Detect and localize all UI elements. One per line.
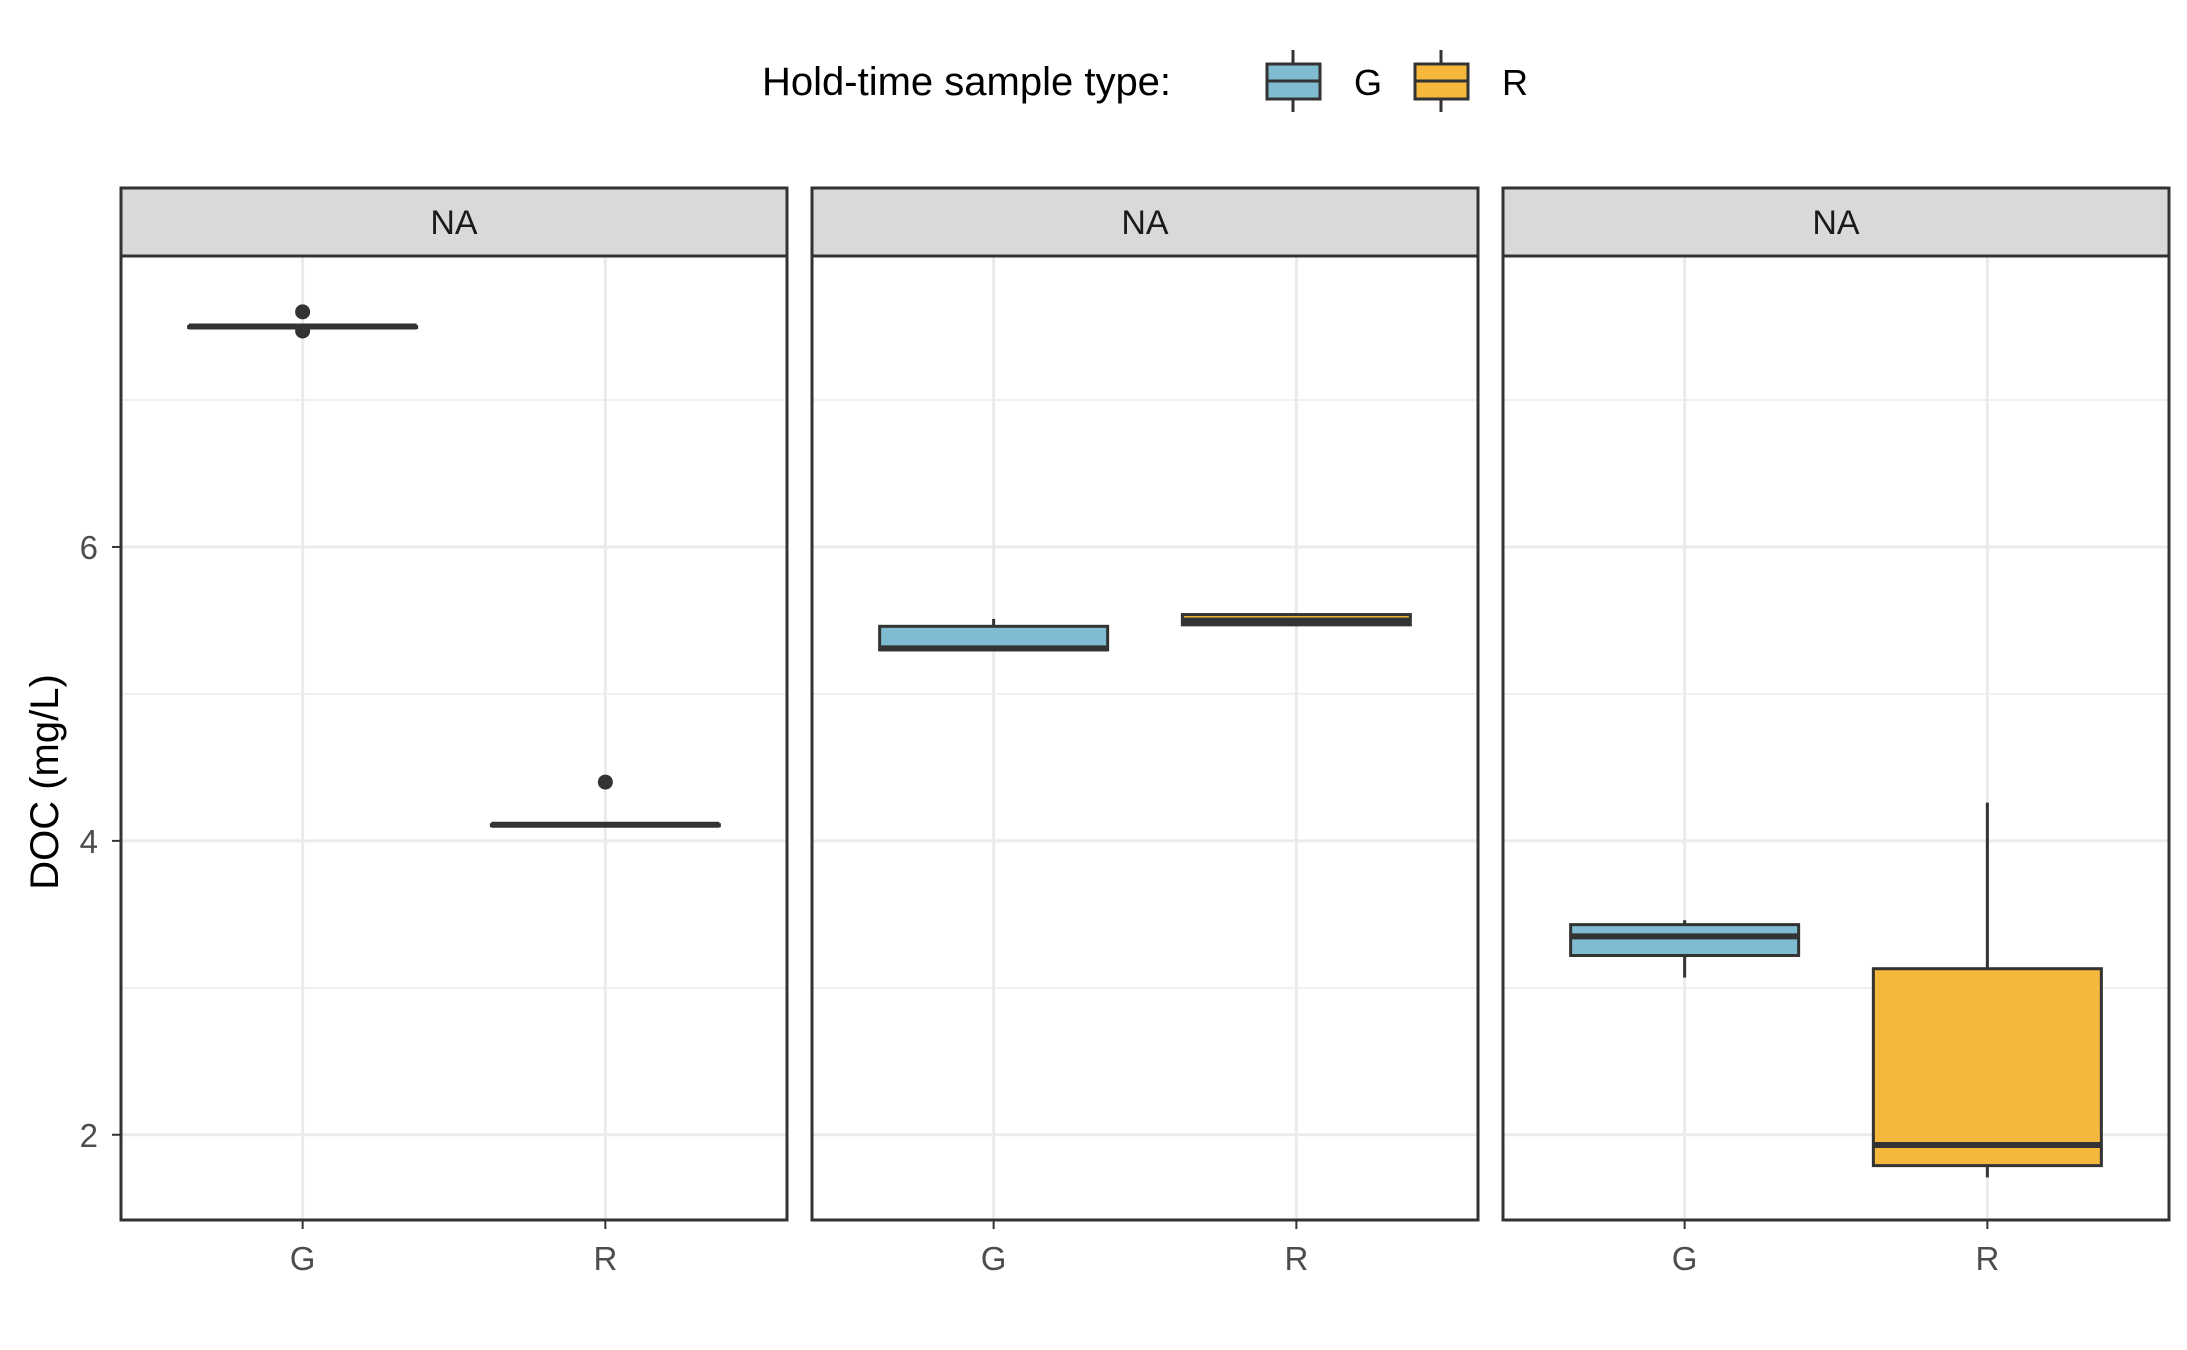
y-tick-label: 2 [80, 1117, 98, 1154]
strip-label: NA [1812, 204, 1860, 242]
box-g [878, 618, 1110, 652]
x-tick-label: G [290, 1240, 316, 1277]
y-tick-label: 4 [80, 823, 98, 860]
y-tick-label: 6 [80, 529, 98, 566]
y-tick-labels: 2 4 6 [80, 529, 121, 1154]
box-g [1569, 920, 1801, 978]
box-r [489, 774, 721, 828]
box-iqr [1569, 923, 1801, 957]
legend-key-r [1413, 50, 1470, 112]
x-tick-label: R [1975, 1240, 1999, 1277]
panel-1: NA G R [119, 186, 789, 1277]
strip-label: NA [1121, 204, 1169, 242]
strip-label: NA [430, 204, 478, 242]
panel-3: NA G R [1501, 186, 2171, 1277]
legend-key-g [1265, 50, 1322, 112]
strip-background [1501, 186, 2171, 258]
x-tick-label: R [1284, 1240, 1308, 1277]
box-iqr [1871, 967, 2103, 1168]
panel-2: NA G R [810, 186, 1480, 1277]
box-g [187, 304, 419, 339]
legend-label-r: R [1502, 62, 1528, 103]
panels: NA G R NA G R NA G R [119, 186, 2171, 1277]
outlier-point [295, 323, 311, 339]
x-tick-label: R [593, 1240, 617, 1277]
legend-label-g: G [1354, 62, 1382, 103]
x-tick-label: G [1672, 1240, 1698, 1277]
outlier-point [597, 774, 613, 790]
strip-background [810, 186, 1480, 258]
outlier-point [295, 304, 311, 320]
legend: Hold-time sample type: G R [762, 50, 1528, 112]
y-axis-title: DOC (mg/L) [23, 674, 67, 890]
strip-background [119, 186, 789, 258]
box-r [1180, 613, 1412, 627]
panel-background [121, 256, 787, 1220]
box-r [1871, 802, 2103, 1178]
panel-background [812, 256, 1478, 1220]
x-tick-label: G [981, 1240, 1007, 1277]
legend-title: Hold-time sample type: [762, 60, 1171, 104]
